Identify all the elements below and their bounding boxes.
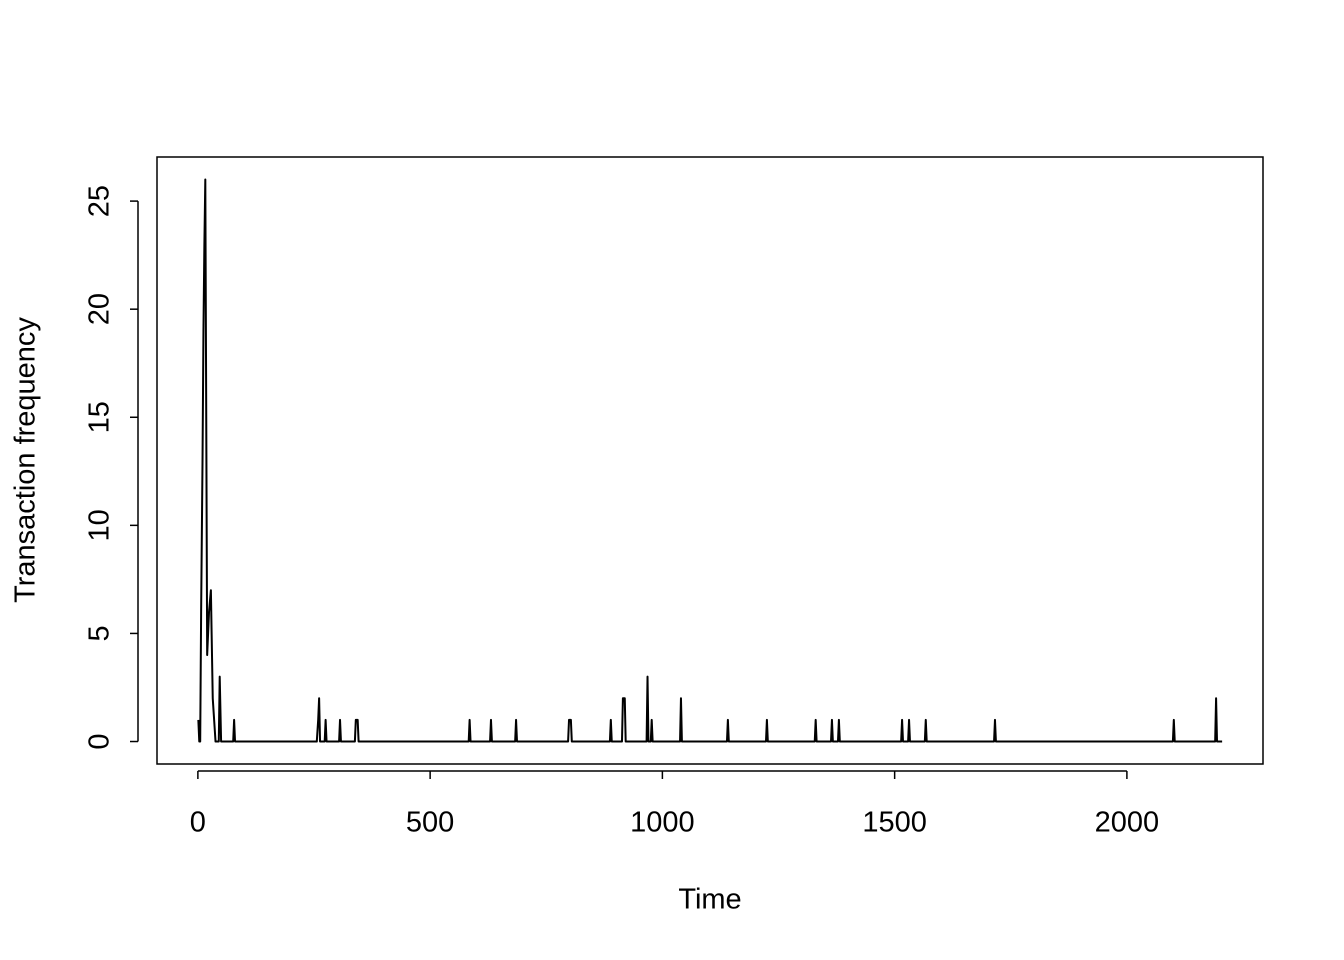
x-tick-label: 0	[190, 807, 206, 839]
y-axis-label: Transaction frequency	[10, 317, 42, 603]
x-tick-label: 1500	[862, 807, 927, 839]
y-tick-label: 0	[84, 733, 116, 749]
x-tick-label: 2000	[1095, 807, 1160, 839]
x-tick-label: 1000	[630, 807, 695, 839]
plot-box	[156, 156, 1264, 765]
data-line	[197, 178, 1223, 743]
x-tick-label: 500	[406, 807, 454, 839]
y-tick-label: 15	[84, 401, 116, 433]
x-axis-label: Time	[678, 884, 741, 916]
y-tick-label: 5	[84, 625, 116, 641]
y-tick-label: 10	[84, 509, 116, 541]
y-tick-label: 25	[84, 185, 116, 217]
y-tick-label: 20	[84, 293, 116, 325]
